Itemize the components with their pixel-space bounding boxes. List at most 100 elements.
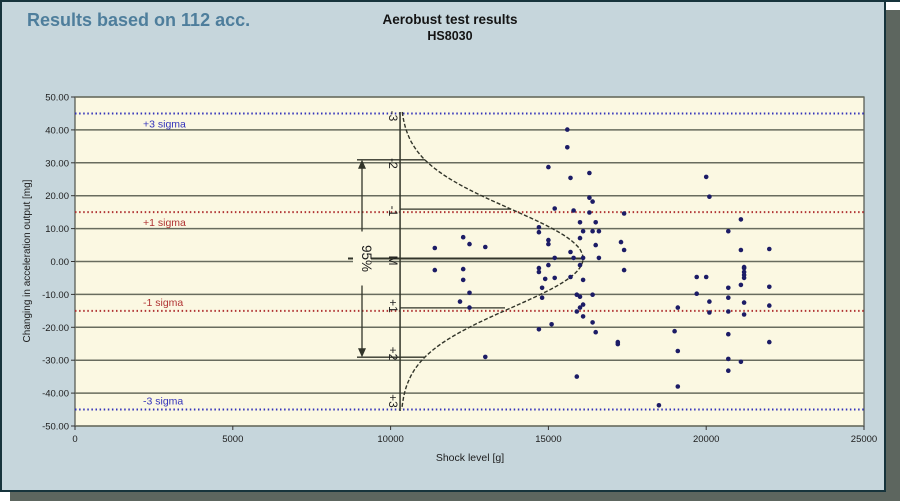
data-point xyxy=(574,309,580,314)
data-points xyxy=(432,127,772,408)
axes-ticks-labels: 50.00 40.00 30.00 20.00 10.00 0.00 -10.00 -20.0… xyxy=(42,93,877,446)
data-point xyxy=(460,277,466,283)
data-point xyxy=(580,302,586,307)
data-point xyxy=(767,246,772,252)
data-point xyxy=(552,255,557,261)
sigma-line-label: +1 sigma xyxy=(143,217,186,229)
chart-title-block: Aerobust test results HS8030 xyxy=(250,12,650,43)
y-tick-label: 10.00 xyxy=(45,224,69,235)
data-point xyxy=(593,329,598,335)
results-note: Results based on 112 acc. xyxy=(27,10,251,30)
data-point xyxy=(546,164,551,170)
data-point xyxy=(694,274,699,280)
data-point xyxy=(675,384,681,389)
data-point xyxy=(726,356,731,362)
y-tick-label: -40.00 xyxy=(42,389,69,400)
data-point xyxy=(615,341,621,347)
data-point xyxy=(726,285,731,291)
data-point xyxy=(707,194,712,199)
data-point xyxy=(590,320,595,325)
data-point xyxy=(536,225,542,230)
data-point xyxy=(767,303,772,308)
data-point xyxy=(767,284,772,290)
data-point xyxy=(467,241,472,247)
data-point xyxy=(483,354,488,360)
data-point xyxy=(587,210,592,215)
data-point xyxy=(577,262,583,268)
data-point xyxy=(546,241,551,247)
data-point xyxy=(726,295,731,301)
data-point xyxy=(536,229,542,235)
distribution-axis-label: -2 xyxy=(386,158,400,169)
data-point xyxy=(577,220,583,225)
data-point xyxy=(565,127,570,132)
data-point xyxy=(675,305,681,310)
window-shadow-bottom xyxy=(10,492,900,501)
data-point xyxy=(767,339,772,345)
data-point xyxy=(539,285,545,291)
chart-subtitle: HS8030 xyxy=(427,29,473,43)
data-point xyxy=(552,275,557,281)
data-point xyxy=(571,208,576,213)
data-point xyxy=(675,348,681,354)
data-point xyxy=(580,255,586,261)
x-axis-title: Shock level [g] xyxy=(436,452,504,464)
data-point xyxy=(552,206,557,211)
y-tick-label: 0.00 xyxy=(51,257,70,268)
data-point xyxy=(596,255,602,261)
data-point xyxy=(694,291,699,297)
data-point xyxy=(593,242,598,248)
distribution-axis-label: -3 xyxy=(386,111,400,122)
data-point xyxy=(568,175,573,181)
data-point xyxy=(726,368,731,374)
x-tick-label: 0 xyxy=(72,434,77,445)
window-border-top xyxy=(0,0,900,2)
data-point xyxy=(672,328,677,334)
data-point xyxy=(707,299,712,304)
data-point xyxy=(571,255,576,261)
data-point xyxy=(593,220,598,225)
data-point xyxy=(536,265,542,271)
sigma-line-label: -1 sigma xyxy=(143,297,183,309)
data-point xyxy=(741,265,747,271)
data-point xyxy=(703,274,709,280)
data-point xyxy=(726,228,731,234)
y-tick-label: -30.00 xyxy=(42,356,69,367)
data-point xyxy=(536,327,542,332)
data-point xyxy=(703,174,709,180)
arrowhead-up xyxy=(358,159,366,169)
y-tick-label: 40.00 xyxy=(45,125,69,136)
data-point xyxy=(707,310,712,315)
data-point xyxy=(460,266,466,272)
y-tick-label: -10.00 xyxy=(42,290,69,301)
data-point xyxy=(467,305,472,310)
data-point xyxy=(568,249,573,255)
distribution-axis-label: M xyxy=(386,256,400,266)
data-point xyxy=(565,145,570,150)
distribution-axis-label: +1 xyxy=(386,299,400,313)
distribution-axis-label: +3 xyxy=(386,394,400,408)
data-point xyxy=(590,228,595,234)
distribution-axis-label: +2 xyxy=(386,347,400,361)
sigma-line-label: +3 sigma xyxy=(143,118,186,130)
arrowhead-down xyxy=(358,348,366,358)
data-point xyxy=(621,211,627,216)
data-point xyxy=(546,262,551,268)
data-point xyxy=(467,290,472,296)
data-point xyxy=(577,294,583,300)
data-point xyxy=(726,309,731,314)
data-point xyxy=(577,235,583,241)
data-point xyxy=(726,331,731,337)
normal-curve xyxy=(401,111,584,410)
x-tick-label: 15000 xyxy=(535,434,561,445)
normal-distribution-overlay: 95% -3 -2 -1 M +1 +2 +3 xyxy=(348,111,584,411)
data-point xyxy=(738,247,744,253)
data-point xyxy=(568,274,573,280)
data-point xyxy=(621,267,627,273)
data-point xyxy=(738,217,744,222)
sigma-line-label: -3 sigma xyxy=(143,396,183,408)
data-point xyxy=(587,170,592,176)
data-point xyxy=(580,277,586,283)
data-point xyxy=(539,295,545,301)
